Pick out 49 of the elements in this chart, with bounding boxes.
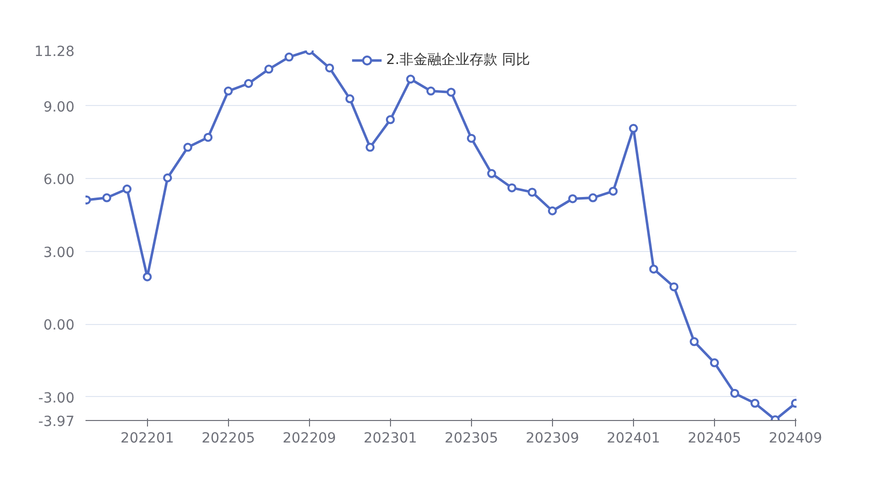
point [366, 142, 375, 152]
point [507, 183, 516, 192]
point [264, 64, 274, 74]
point [406, 74, 416, 84]
point [345, 94, 354, 104]
y-tick-label: 11.28 [34, 44, 75, 60]
x-tick-label: 202205 [202, 430, 256, 446]
point [386, 115, 395, 124]
point [325, 63, 334, 72]
x-tick-label: 202309 [526, 430, 580, 446]
y-tick-label: 3.00 [43, 244, 74, 261]
point [284, 52, 294, 62]
point [466, 134, 476, 143]
point [244, 79, 254, 88]
x-tick-label: 202301 [364, 430, 418, 446]
point [730, 388, 740, 398]
point [142, 272, 152, 282]
point [224, 86, 233, 96]
point [426, 86, 436, 96]
point [669, 282, 678, 292]
point [122, 184, 132, 194]
x-tick-label: 202201 [120, 430, 174, 446]
point [568, 194, 578, 204]
point [204, 132, 213, 142]
point [487, 169, 496, 178]
y-tick-label: -3.97 [38, 414, 75, 430]
point [710, 358, 719, 368]
x-tick-label: 202409 [768, 430, 822, 446]
y-tick-label: 0.00 [43, 318, 74, 334]
point [183, 142, 192, 152]
point [628, 124, 638, 133]
y-tick-label: -3.00 [38, 390, 75, 406]
point [608, 186, 618, 196]
x-tick-label: 202401 [606, 430, 660, 446]
x-tick-label: 202209 [282, 430, 336, 446]
point [649, 264, 658, 274]
x-tick-label: 202405 [688, 430, 742, 446]
point [102, 193, 112, 202]
point [528, 188, 537, 197]
point [750, 398, 760, 408]
point [446, 88, 456, 97]
x-tick-label: 202305 [444, 430, 498, 446]
legend-label: 2.非金融企业存款 同比 [386, 51, 530, 69]
y-tick-label: 6.00 [43, 172, 74, 188]
point [548, 206, 557, 216]
y-tick-label: 9.00 [43, 99, 74, 116]
point [588, 193, 598, 202]
point [163, 173, 172, 182]
point [690, 337, 699, 346]
